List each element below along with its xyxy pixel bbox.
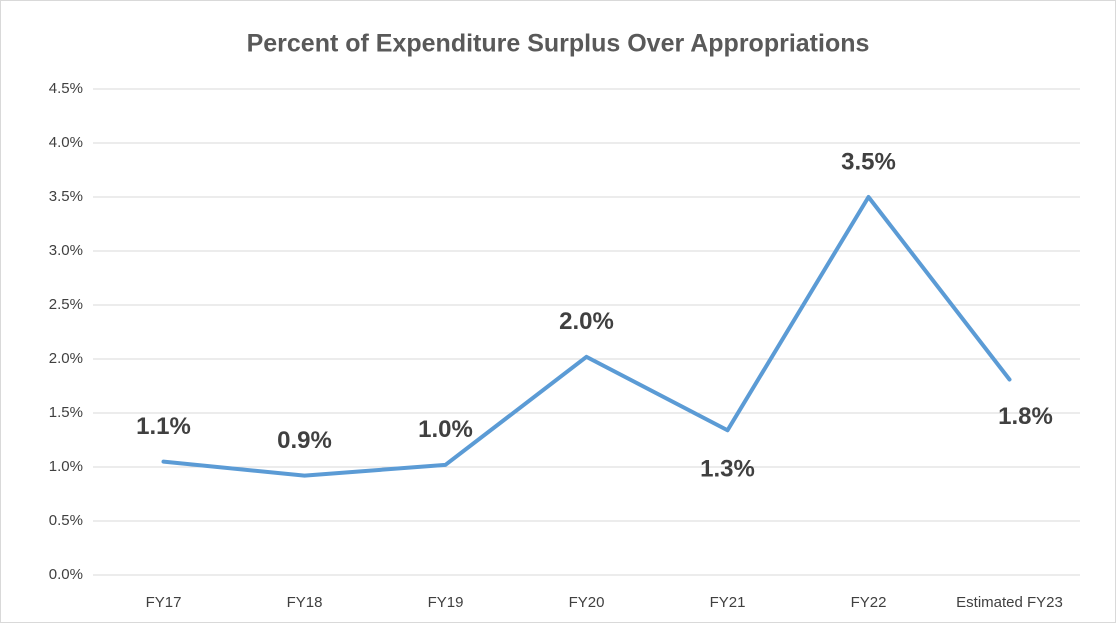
data-line (161, 195, 1012, 478)
y-tick-label: 1.0% (49, 458, 83, 475)
x-tick-label: FY17 (146, 594, 182, 611)
data-label: 1.3% (700, 456, 755, 483)
x-tick-label: FY19 (428, 594, 464, 611)
y-tick-label: 2.5% (49, 296, 83, 313)
data-label: 0.9% (277, 427, 332, 454)
y-tick-label: 0.0% (49, 566, 83, 583)
y-tick-label: 4.0% (49, 134, 83, 151)
data-label: 3.5% (841, 148, 896, 175)
data-label: 1.1% (136, 413, 191, 440)
x-tick-label: FY18 (287, 594, 323, 611)
y-tick-label: 0.5% (49, 512, 83, 529)
x-tick-label: Estimated FY23 (956, 594, 1063, 611)
y-tick-label: 2.0% (49, 350, 83, 367)
x-tick-label: FY22 (851, 594, 887, 611)
x-tick-label: FY21 (710, 594, 746, 611)
data-label: 2.0% (559, 308, 614, 335)
y-tick-label: 3.5% (49, 188, 83, 205)
chart-title: Percent of Expenditure Surplus Over Appr… (247, 30, 870, 58)
data-label: 1.8% (998, 403, 1053, 430)
y-tick-label: 4.5% (49, 80, 83, 97)
x-tick-label: FY20 (569, 594, 605, 611)
data-label: 1.0% (418, 416, 473, 443)
y-tick-label: 1.5% (49, 404, 83, 421)
y-tick-label: 3.0% (49, 242, 83, 259)
